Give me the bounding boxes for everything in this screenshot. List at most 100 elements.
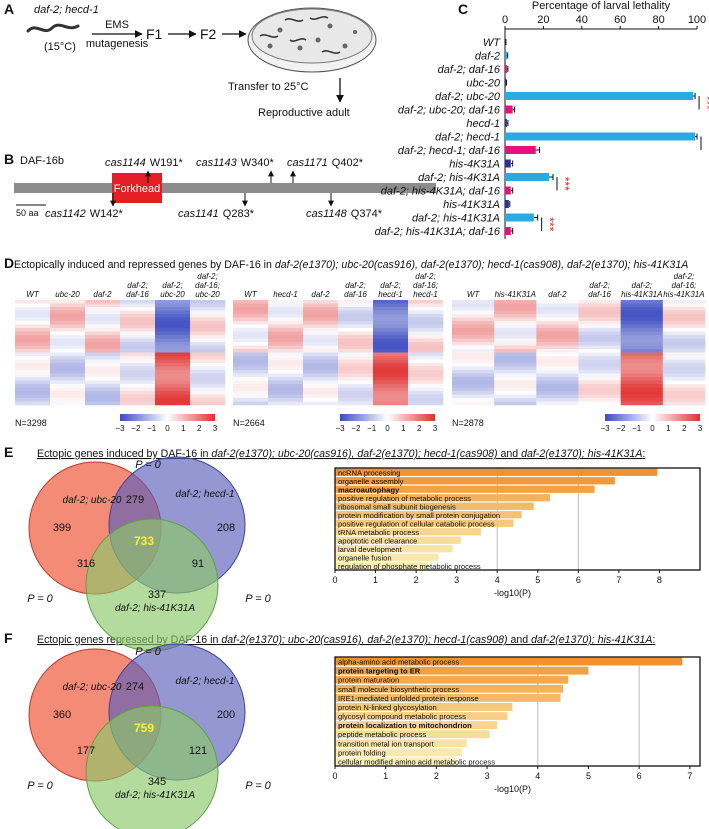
colorbar-tick: −2 (351, 424, 361, 433)
bar (505, 132, 696, 141)
heatmap-cell (373, 398, 409, 402)
y-tick-label: daf-2 (475, 51, 500, 63)
heatmap-cell (120, 303, 156, 308)
count: 91 (192, 558, 204, 570)
column-label: ubc-20 (55, 290, 80, 299)
heatmap-cell (338, 300, 374, 304)
heatmap-cell (190, 317, 226, 322)
heatmap-cell (233, 380, 269, 385)
error-bar (505, 79, 508, 86)
heatmap-cell (620, 373, 664, 378)
heatmap-cell (15, 303, 51, 308)
heatmap-cell (155, 359, 191, 364)
heatmap-cell (15, 394, 51, 399)
panel-label: E (4, 444, 13, 460)
column-label: daf-2; (589, 281, 609, 290)
heatmap-cell (233, 356, 269, 360)
x-tick-label: 1 (373, 575, 378, 585)
heatmap-cell (494, 335, 537, 339)
p-value: P = 0 (135, 459, 161, 471)
heatmap-cell (268, 331, 304, 336)
heatmap-cell (373, 373, 409, 378)
heatmap-cell (536, 317, 579, 322)
column-label: WT (467, 290, 481, 299)
heatmap-cell (50, 307, 86, 311)
title-genotypes: daf-2(e1370); ubc-20(cas916), daf-2(e137… (275, 259, 688, 271)
column-label: daf-2; (674, 272, 694, 281)
heatmap-cell (620, 328, 664, 332)
heatmap-cell (155, 370, 191, 374)
heatmap-cell (662, 314, 706, 318)
heatmap-cell (50, 394, 86, 399)
heatmap-cell (494, 317, 537, 322)
heatmap-cell (662, 345, 706, 350)
count: 208 (217, 522, 235, 534)
heatmap-cell (452, 359, 495, 364)
allele: cas1148 (306, 208, 348, 220)
heatmap-cell (268, 356, 304, 360)
heatmap-cell (408, 328, 444, 332)
x-axis-title: -log10(P) (494, 784, 531, 794)
heatmap-cell (452, 366, 495, 371)
significance-label: *** (558, 177, 572, 191)
heatmap-cell (233, 314, 269, 318)
p-value: P = 0 (245, 780, 271, 792)
heatmap-cell (190, 328, 226, 332)
bar (335, 675, 569, 684)
bar (335, 528, 481, 536)
colorbar-tick: 2 (682, 424, 687, 433)
mutation-label: cas1148 Q374* (306, 208, 383, 220)
heatmap-cell (85, 377, 121, 381)
colorbar-tick: −2 (616, 424, 626, 433)
heatmap-cell (85, 384, 121, 388)
heatmap-cell (536, 401, 579, 406)
count: 177 (77, 745, 95, 757)
column-label: daf-2; (127, 281, 147, 290)
heatmap-cell (85, 398, 121, 402)
heatmap-cell (85, 324, 121, 329)
protein-bar (14, 183, 436, 193)
heatmap-cell (190, 370, 226, 374)
heatmap-cell (50, 349, 86, 353)
heatmap-cell (338, 303, 374, 308)
heatmap-cell (578, 398, 621, 402)
heatmap-cell (578, 366, 621, 371)
term-label: small molecule biosynthetic process (338, 685, 459, 694)
heatmap-cell (408, 349, 444, 353)
heatmap-cell (494, 328, 537, 332)
heatmap-cell (15, 317, 51, 322)
bar (335, 684, 564, 693)
heatmap-cell (155, 331, 191, 336)
heatmap-cell (50, 331, 86, 336)
heatmap-cell (373, 338, 409, 343)
term-label: tRNA metabolic process (338, 528, 419, 537)
heatmap-cell (50, 391, 86, 395)
heatmap-cell (233, 352, 269, 357)
heatmap-cell (233, 328, 269, 332)
heatmap-cell (190, 401, 226, 406)
heatmap-cell (155, 380, 191, 385)
heatmap-cell (452, 328, 495, 332)
error-bar (506, 52, 509, 59)
heatmap-cell (536, 345, 579, 350)
heatmap-cell (50, 352, 86, 357)
set-label: daf-2; hecd-1 (176, 676, 235, 687)
heatmap-cell (155, 363, 191, 367)
heatmap-cell (233, 391, 269, 395)
heatmap-cell (268, 387, 304, 392)
x-tick-label: 6 (576, 575, 581, 585)
heatmap-cell (50, 377, 86, 381)
heatmap-cell (373, 394, 409, 399)
heatmap-cell (620, 331, 664, 336)
y-tick-label: daf-2; ubc-20; daf-16 (398, 105, 501, 117)
heatmap-cell (452, 303, 495, 308)
heatmap-cell (120, 352, 156, 357)
column-label: daf-2 (548, 290, 567, 299)
set-label: daf-2; his-41K31A (115, 790, 195, 801)
title-part: daf-2(e1370); ubc-20(cas916), daf-2(e137… (211, 448, 497, 460)
colorbar-tick: −1 (367, 424, 377, 433)
mutation-label: cas1141 Q283* (178, 208, 255, 220)
heatmap-cell (452, 317, 495, 322)
dish-inner (251, 8, 373, 64)
heatmap-cell (408, 356, 444, 360)
